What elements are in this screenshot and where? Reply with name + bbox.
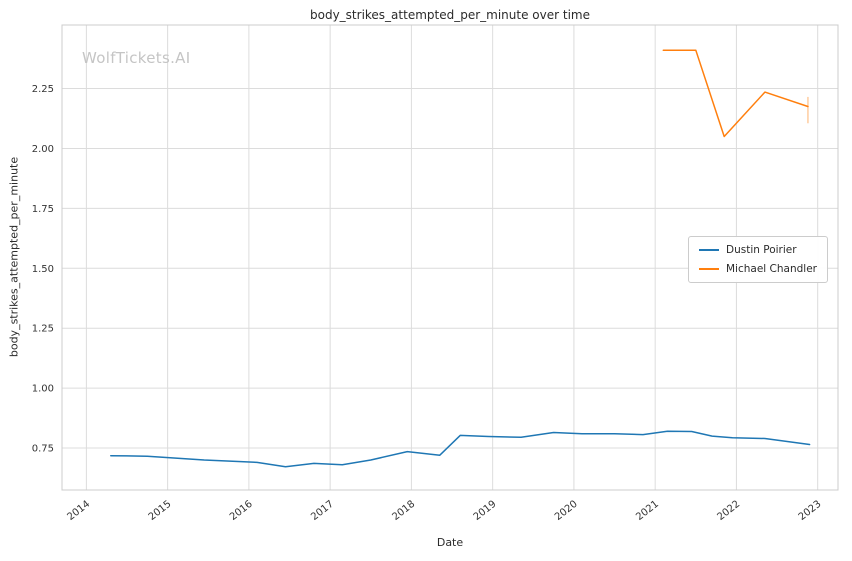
x-tick-label: 2023 [797,499,824,523]
watermark: WolfTickets.AI [82,49,191,67]
y-tick-label: 0.75 [32,444,54,455]
series-line-dustin-poirier [110,430,811,468]
y-tick-label: 1.00 [32,384,54,395]
x-tick-label: 2016 [228,499,255,523]
series-line-michael-chandler [662,49,809,138]
y-tick-label: 1.25 [32,324,54,335]
x-tick-label: 2019 [472,499,499,523]
y-tick-label: 2.00 [32,144,54,155]
x-tick-label: 2014 [65,499,92,523]
legend-item-dustin-poirier: Dustin Poirier [699,244,817,256]
legend-label: Dustin Poirier [726,244,797,256]
x-tick-label: 2020 [553,499,580,523]
x-tick-label: 2021 [634,499,661,523]
x-axis-label: Date [436,536,464,549]
y-tick-label: 1.75 [32,204,54,215]
x-tick-label: 2018 [390,499,417,523]
legend-line-sample-icon [699,268,719,270]
x-tick-label: 2015 [147,499,174,523]
legend-item-michael-chandler: Michael Chandler [699,263,817,275]
plot-border [61,24,839,491]
legend-label: Michael Chandler [726,263,817,275]
legend-line-sample-icon [699,249,719,251]
chart-title: body_strikes_attempted_per_minute over t… [310,8,590,22]
x-tick-label: 2022 [715,499,742,523]
x-tick-label: 2017 [309,499,336,523]
y-axis-label: body_strikes_attempted_per_minute [7,156,21,358]
legend: Dustin Poirier Michael Chandler [688,236,828,283]
y-tick-label: 1.50 [32,264,54,275]
y-tick-label: 2.25 [32,84,54,95]
